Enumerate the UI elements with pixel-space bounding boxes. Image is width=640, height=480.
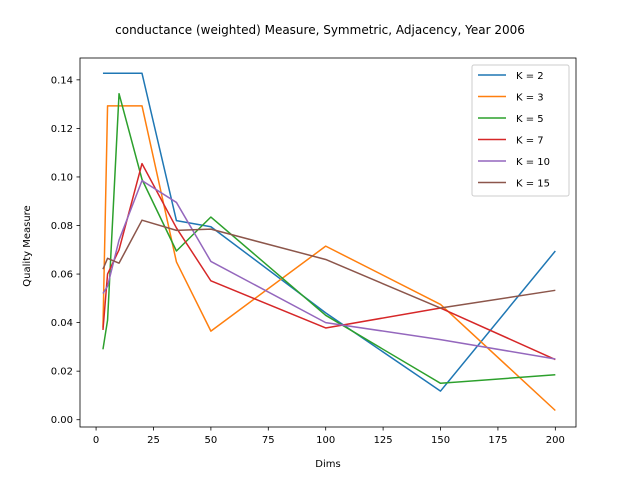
series-line-k5 [102,92,556,385]
y-tick-label: 0.10 [51,172,73,183]
x-tick-label: 0 [93,435,99,446]
y-tick-label: 0.08 [51,221,73,232]
x-tick-label: 150 [431,435,450,446]
x-tick-label: 175 [488,435,507,446]
series-line-k2 [102,72,556,392]
x-tick-label: 100 [316,435,335,446]
y-tick-label: 0.00 [51,415,73,426]
legend-entry-label: K = 7 [516,136,544,147]
x-tick-label: 50 [205,435,218,446]
y-axis-label: Quality Measure [22,205,33,286]
series-lines [102,72,556,412]
ticks: 0 25 50 75 100 125 150 175 200 0.00 0.02 0.04 0.06 0.… [51,75,565,446]
y-tick-label: 0.12 [51,124,73,135]
x-tick-label: 200 [546,435,565,446]
x-tick-label: 25 [147,435,160,446]
x-axis-label: Dims [315,459,340,470]
legend-entry-label: K = 15 [516,179,550,190]
y-tick-label: 0.14 [51,75,73,86]
y-tick-label: 0.06 [51,270,73,281]
legend-box [471,64,570,197]
series-line-k10 [102,179,556,360]
y-tick-label: 0.04 [51,318,73,329]
series-line-k3 [102,105,556,412]
legend-entry-label: K = 10 [516,157,550,168]
series-line-k7 [102,162,556,361]
x-tick-label: 125 [374,435,393,446]
plot-frame [79,57,577,428]
series-line-k15 [102,219,556,309]
legend: K = 2 K = 3 K = 5 K = 7 K = 10 K = 15 [471,64,570,197]
chart-title: conductance (weighted) Measure, Symmetri… [115,23,525,37]
legend-entry-label: K = 2 [516,71,544,82]
x-tick-label: 75 [262,435,275,446]
legend-entry-label: K = 3 [516,93,544,104]
y-tick-label: 0.02 [51,367,73,378]
legend-entry-label: K = 5 [516,114,544,125]
axes [79,57,577,428]
